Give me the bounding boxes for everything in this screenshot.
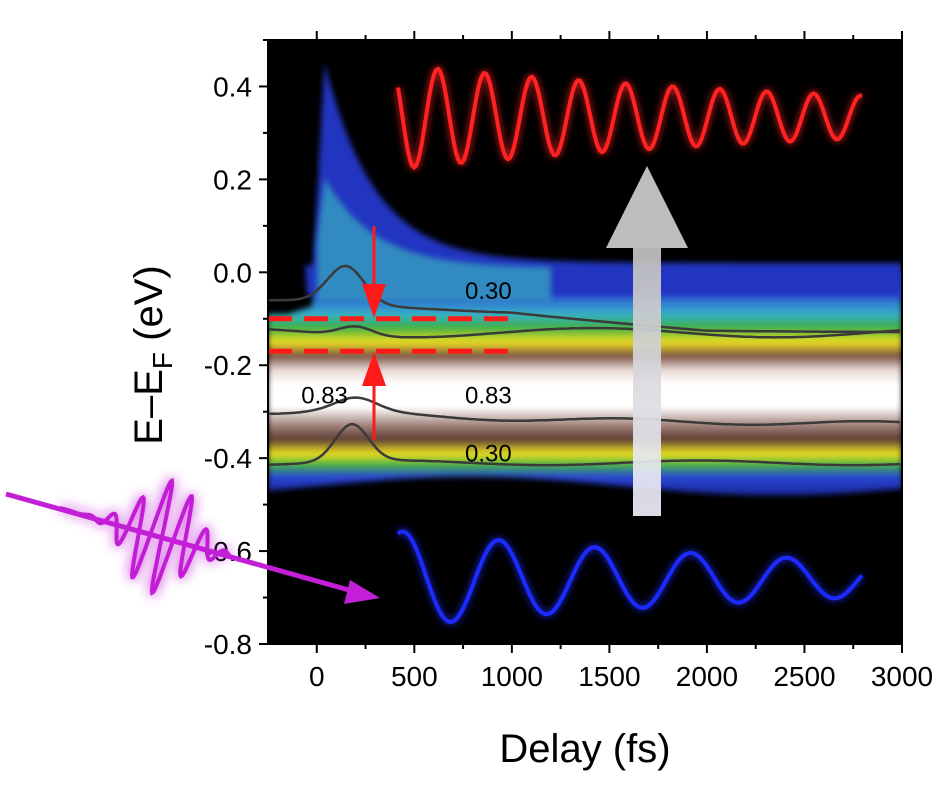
- x-tick-label: 1000: [481, 661, 543, 692]
- x-tick-label: 2500: [773, 661, 835, 692]
- contour-083-upper: [268, 324, 901, 339]
- contour-label-083-left: 0.83: [301, 382, 348, 409]
- contour-label-030-upper: 0.30: [465, 278, 512, 305]
- y-tick-label: 0.0: [213, 257, 252, 288]
- x-tick-label: 2000: [676, 661, 738, 692]
- y-tick-label: -0.8: [204, 629, 252, 660]
- contour-label-030-lower: 0.30: [465, 441, 512, 468]
- gap-arrow-up: [362, 352, 386, 440]
- x-axis-title: Delay (fs): [499, 727, 670, 771]
- y-tick-label: 0.4: [213, 71, 252, 102]
- pump-pulse-arrow: [5, 491, 380, 604]
- axes: 0 500 1000 1500 2000 2500 3000 0.4 0.2 0.0 -0.2 -0.…: [204, 31, 933, 692]
- contour-label-083-right: 0.83: [465, 382, 512, 409]
- upper-oscillation-trace: [396, 66, 863, 171]
- x-tick-label: 3000: [871, 661, 933, 692]
- y-tick-label: 0.2: [213, 164, 252, 195]
- energy-transfer-arrow: [606, 166, 688, 516]
- x-tick-label: 500: [391, 661, 438, 692]
- svg-text:E–EF (eV): E–EF (eV): [127, 265, 178, 444]
- x-tick-label: 1500: [578, 661, 640, 692]
- lower-oscillation-trace: [396, 529, 864, 625]
- contour-030-lower: [268, 423, 901, 467]
- gap-arrow-down: [362, 226, 386, 318]
- y-axis-title: E–EF (eV): [127, 265, 178, 444]
- y-tick-label: -0.4: [204, 443, 252, 474]
- x-tick-label: 0: [309, 661, 325, 692]
- y-tick-label: -0.2: [204, 350, 252, 381]
